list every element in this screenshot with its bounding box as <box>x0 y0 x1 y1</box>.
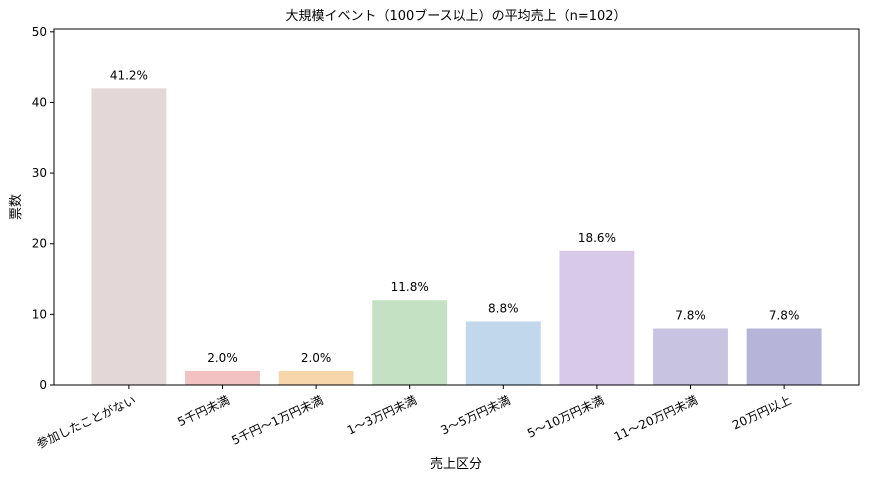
data-label: 11.8% <box>391 280 429 294</box>
data-label: 7.8% <box>769 308 800 322</box>
x-tick-label: 3～5万円未満 <box>438 393 512 438</box>
bar <box>185 370 260 385</box>
data-label: 41.2% <box>110 68 148 82</box>
y-tick-label: 20 <box>32 237 47 251</box>
bar <box>559 250 635 385</box>
bar <box>372 300 448 385</box>
bar <box>278 370 354 385</box>
bar <box>91 88 167 385</box>
y-tick-label: 50 <box>32 25 47 39</box>
y-tick-label: 10 <box>32 307 47 321</box>
x-tick-label: 11～20万円未満 <box>612 393 700 444</box>
bar <box>746 328 822 385</box>
plot-frame <box>53 28 860 386</box>
y-axis-label: 票数 <box>9 194 24 220</box>
data-label: 2.0% <box>207 351 238 365</box>
x-tick-label: 5千円未満 <box>175 393 231 429</box>
data-label: 8.8% <box>488 301 519 315</box>
x-axis-label: 売上区分 <box>430 456 482 472</box>
data-label: 7.8% <box>675 308 706 322</box>
data-label: 2.0% <box>301 351 332 365</box>
y-tick-label: 0 <box>39 378 47 392</box>
y-tick-label: 40 <box>32 95 47 109</box>
x-tick-label: 1～3万円未満 <box>345 393 419 438</box>
bar <box>653 328 728 385</box>
chart-title: 大規模イベント（100ブース以上）の平均売上（n=102） <box>285 8 626 24</box>
y-tick-label: 30 <box>32 166 47 180</box>
x-tick-label: 参加したことがない <box>34 392 138 451</box>
x-tick-label: 5千円～1万円未満 <box>229 393 325 448</box>
data-label: 18.6% <box>578 231 616 245</box>
x-tick-label: 5～10万円未満 <box>525 393 606 441</box>
x-tick-label: 20万円以上 <box>730 393 793 432</box>
bar <box>465 321 541 385</box>
